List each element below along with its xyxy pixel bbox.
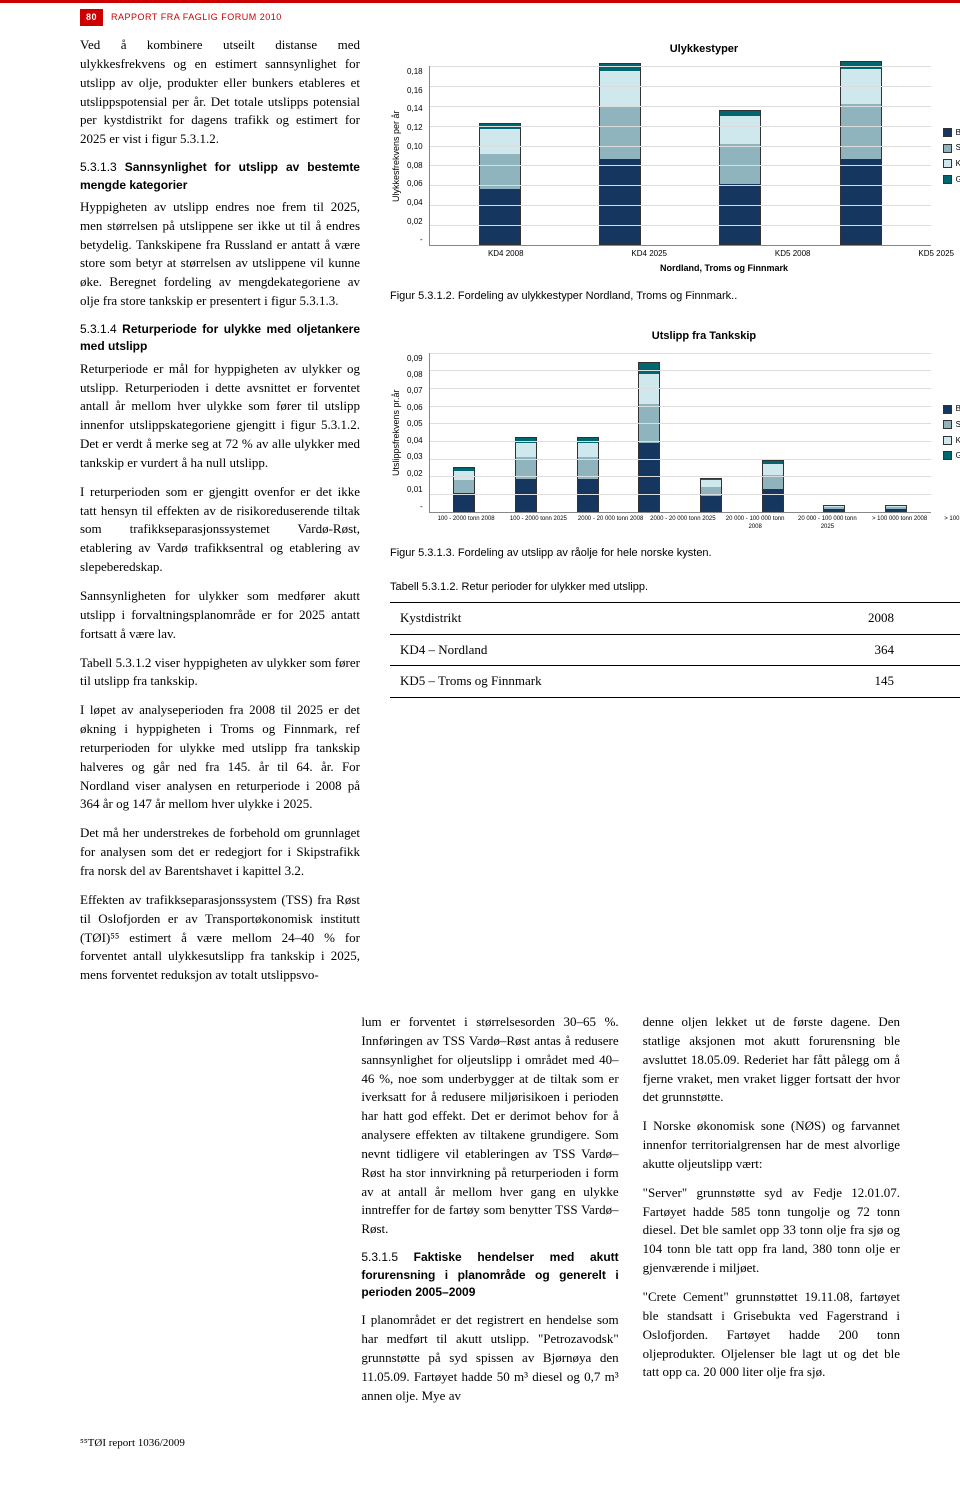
x-labels: 100 - 2000 tonn 2008100 - 2000 tonn 2025…: [390, 513, 960, 532]
para: lum er forventet i størrelsesorden 30–65…: [361, 1013, 618, 1239]
chart-ulykkestyper: Ulykkestyper Ulykkesfrekvens per år 0,18…: [390, 36, 960, 281]
chart-plot: [429, 353, 931, 513]
legend-item: Brann/Eksplosjon: [943, 127, 960, 139]
retur-perioder-table: Kystdistrikt20082025KD4 – Nordland364147…: [390, 602, 960, 699]
chart-bar: [638, 362, 660, 512]
chart-title: Ulykkestyper: [390, 42, 960, 58]
chart-bar: [885, 505, 907, 512]
section-heading: 5.3.1.4 Returperiode for ulykke med olje…: [80, 321, 360, 356]
para: Returperiode er mål for hyppigheten av u…: [80, 360, 360, 473]
chart-legend: Brann/Eksplosjon Strukturfeil Kolisjon Grun…: [935, 353, 960, 513]
chart-bar: [453, 467, 475, 512]
right-column: Ulykkestyper Ulykkesfrekvens per år 0,18…: [390, 36, 960, 995]
para: I returperioden som er gjengitt ovenfor …: [80, 483, 360, 577]
para: denne oljen lekket ut de første dagene. …: [643, 1013, 900, 1107]
section-number: 5.3.1.5: [361, 1250, 398, 1264]
figure-caption: Figur 5.3.1.3. Fordeling av utslipp av r…: [390, 546, 960, 562]
table-row: KD5 – Troms og Finnmark14564: [390, 666, 960, 698]
section-title: Faktiske hendelser med akutt forurensnin…: [361, 1250, 618, 1299]
legend-item: Grunnstøting: [943, 450, 960, 462]
chart-bar: [823, 505, 845, 512]
page-header: 80 RAPPORT FRA FAGLIG FORUM 2010: [0, 0, 960, 36]
legend-item: Strukturfeil: [943, 142, 960, 154]
section-number: 5.3.1.4: [80, 322, 117, 336]
chart-bar: [515, 437, 537, 512]
table-header: Kystdistrikt: [390, 602, 790, 634]
table-header: 2008: [790, 602, 904, 634]
legend-item: Brann/Eksplosjon: [943, 403, 960, 415]
chart-legend: Brann/Eksplosjon Strukturfeil Kolisjon Grun…: [935, 66, 960, 246]
para: "Server" grunnstøtte syd av Fedje 12.01.…: [643, 1184, 900, 1278]
bottom-col-3: denne oljen lekket ut de første dagene. …: [643, 1013, 900, 1416]
bottom-col-2: lum er forventet i størrelsesorden 30–65…: [361, 1013, 618, 1416]
section-title: Returperiode for ulykke med oljetankere …: [80, 322, 360, 353]
section-heading: 5.3.1.3 Sannsynlighet for utslipp av bes…: [80, 159, 360, 194]
chart-title: Utslipp fra Tankskip: [390, 329, 960, 345]
y-axis-label: Ulykkesfrekvens per år: [390, 66, 403, 246]
page-number: 80: [80, 9, 103, 26]
figure-caption: Figur 5.3.1.2. Fordeling av ulykkestyper…: [390, 289, 960, 305]
para: Det må her understrekes de forbehold om …: [80, 824, 360, 881]
para: "Crete Cement" grunnstøttet 19.11.08, fa…: [643, 1288, 900, 1382]
para: I Norske økonomisk sone (NØS) og farvann…: [643, 1117, 900, 1174]
section-number: 5.3.1.3: [80, 160, 117, 174]
para: Sannsynligheten for ulykker som medfører…: [80, 587, 360, 644]
legend-item: Kolisjon: [943, 435, 960, 447]
para: I planområdet er det registrert en hende…: [361, 1311, 618, 1405]
section-heading: 5.3.1.5 Faktiske hendelser med akutt for…: [361, 1249, 618, 1301]
footnote: ⁵⁵TØI report 1036/2009: [0, 1416, 960, 1452]
para: I løpet av analyseperioden fra 2008 til …: [80, 701, 360, 814]
para: Ved å kombinere utseilt distanse med uly…: [80, 36, 360, 149]
chart-utslipp-tankskip: Utslipp fra Tankskip Utslippsfrekvens pr…: [390, 323, 960, 538]
x-sublabel: Nordland, Troms og Finnmark: [390, 262, 960, 275]
table-header: 2025: [904, 602, 960, 634]
chart-bar: [577, 437, 599, 512]
header-title: RAPPORT FRA FAGLIG FORUM 2010: [111, 11, 282, 24]
y-ticks: 0,180,160,140,120,100,080,060,040,02-: [407, 66, 425, 246]
para: Effekten av trafikkseparasjonssystem (TS…: [80, 891, 360, 985]
section-title: Sannsynlighet for utslipp av bestemte me…: [80, 160, 360, 191]
chart-bar: [840, 61, 882, 245]
chart-plot: [429, 66, 931, 246]
table-caption: Tabell 5.3.1.2. Retur perioder for ulykk…: [390, 580, 960, 596]
legend-item: Grunnstøting: [943, 174, 960, 186]
legend-item: Strukturfeil: [943, 419, 960, 431]
legend-item: Kolisjon: [943, 158, 960, 170]
y-axis-label: Utslippsfrekvens pr.år: [390, 353, 403, 513]
chart-bar: [479, 123, 521, 245]
left-column: Ved å kombinere utseilt distanse med uly…: [80, 36, 360, 995]
chart-bar: [599, 63, 641, 245]
table-row: KD4 – Nordland364147: [390, 634, 960, 666]
chart-bar: [762, 460, 784, 512]
y-ticks: 0,090,080,070,060,050,040,030,020,01-: [407, 353, 425, 513]
para: Tabell 5.3.1.2 viser hyppigheten av ulyk…: [80, 654, 360, 692]
bottom-columns: lum er forventet i størrelsesorden 30–65…: [0, 995, 960, 1416]
para: Hyppigheten av utslipp endres noe frem t…: [80, 198, 360, 311]
x-labels: KD4 2008KD4 2025KD5 2008KD5 2025: [390, 246, 960, 260]
